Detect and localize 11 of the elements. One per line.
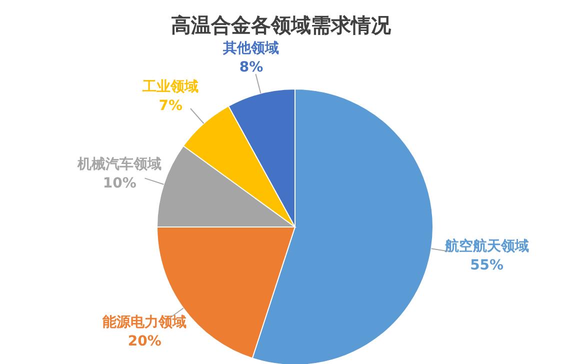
chart-title: 高温合金各领域需求情况 [170,12,392,39]
data-label: 8% [239,60,264,76]
slice-label: 其他领域 [222,40,280,57]
data-label: 7% [158,98,182,114]
data-label: 55% [470,258,504,274]
slice-label: 工业领域 [142,78,199,95]
slice-label: 航空航天领域 [444,238,529,255]
data-label: 10% [102,176,136,192]
slice-label: 机械汽车领域 [76,156,162,173]
slice-label: 能源电力领域 [102,314,187,330]
data-label: 20% [128,333,162,350]
